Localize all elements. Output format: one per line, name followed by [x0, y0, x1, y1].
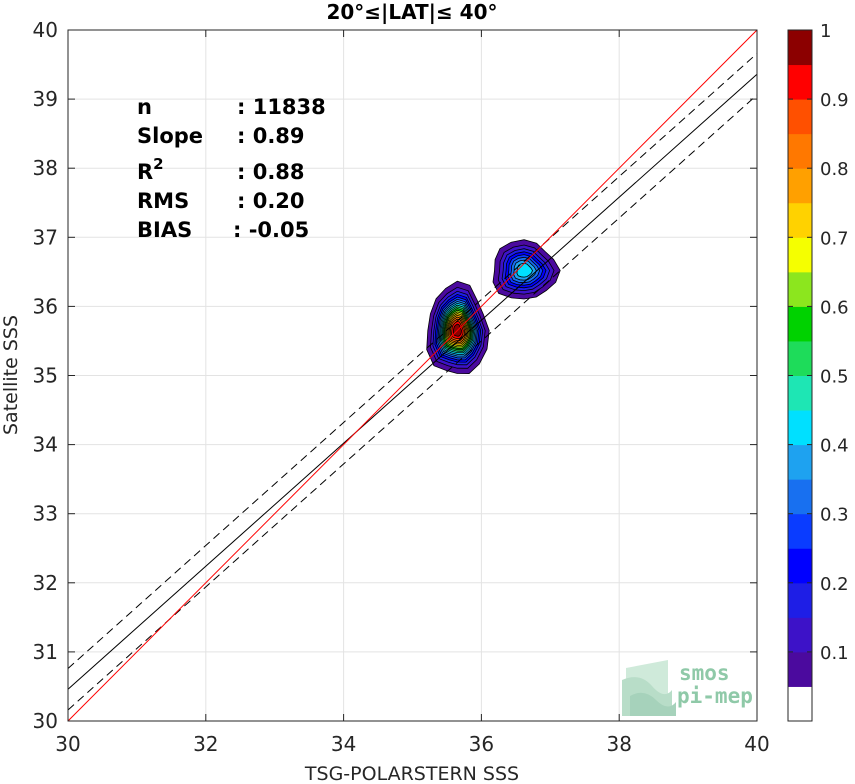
colorbar-segment: [788, 168, 812, 204]
x-tick-label: 38: [606, 732, 631, 756]
y-tick-label: 35: [33, 364, 58, 388]
y-tick-label: 34: [33, 433, 58, 457]
colorbar-segment: [788, 375, 812, 411]
colorbar-tick-label: 0.9: [820, 90, 849, 111]
stat-r2-superscript: 2: [153, 155, 163, 173]
colorbar-tick-label: 0.4: [820, 436, 849, 457]
y-tick-label: 39: [33, 87, 58, 111]
stat-n-value: : 11838: [237, 95, 326, 119]
colorbar-tick-label: 0.3: [820, 505, 849, 526]
y-tick-label: 36: [33, 294, 58, 318]
y-axis-label: Satellite SSS: [0, 315, 22, 435]
colorbar-segment: [788, 617, 812, 653]
y-tick-label: 37: [33, 225, 58, 249]
y-tick-label: 32: [33, 571, 58, 595]
colorbar-segment: [788, 479, 812, 515]
watermark-line2: pi-mep: [677, 684, 753, 708]
x-tick-label: 32: [193, 732, 218, 756]
colorbar-ticks: 0.1 0.2 0.3 0.4 0.5 0.6 0.7 0.8 0.9 1: [788, 21, 849, 664]
stat-slope-value: : 0.89: [237, 124, 305, 148]
stat-n-label: n: [137, 95, 152, 119]
x-axis-ticks: 30 32 34 36 38 40: [55, 30, 770, 756]
y-tick-label: 31: [33, 640, 58, 664]
stat-rms-value: : 0.20: [237, 189, 305, 213]
density-contours: [426, 239, 561, 375]
colorbar-segment: [788, 99, 812, 135]
colorbar-tick-label: 0.1: [820, 643, 849, 664]
colorbar-tick-label: 0.7: [820, 228, 849, 249]
stat-slope-label: Slope: [137, 124, 203, 148]
colorbar-segment: [788, 410, 812, 446]
colorbar-segment: [788, 64, 812, 100]
x-tick-label: 36: [469, 732, 494, 756]
colorbar: [788, 30, 812, 722]
y-axis-ticks: 30 31 32 33 34 35 36 37 38 39 40: [33, 18, 757, 733]
fit-confidence-line: [67, 53, 758, 669]
regression-lines: [67, 29, 758, 722]
fit-line: [67, 73, 758, 690]
colorbar-tick-label: 1: [820, 21, 831, 42]
colorbar-tick-label: 0.2: [820, 574, 849, 595]
colorbar-segment: [788, 133, 812, 169]
colorbar-tick-label: 0.6: [820, 297, 849, 318]
y-tick-label: 38: [33, 156, 58, 180]
y-tick-label: 40: [33, 18, 58, 42]
stat-rms-label: RMS: [137, 189, 189, 213]
x-tick-label: 34: [331, 732, 356, 756]
x-tick-label: 40: [744, 732, 769, 756]
colorbar-segment: [788, 582, 812, 618]
colorbar-segment: [788, 651, 812, 687]
chart-title: 20°≤|LAT|≤ 40°: [326, 0, 497, 24]
colorbar-tick-label: 0.5: [820, 367, 849, 388]
fit-confidence-line: [67, 94, 758, 711]
colorbar-segment: [788, 513, 812, 549]
stat-r2-value: : 0.88: [237, 160, 305, 184]
colorbar-tick-label: 0.8: [820, 159, 849, 180]
colorbar-segment: [788, 30, 812, 66]
stat-r2-label: R2: [137, 155, 164, 184]
colorbar-segment: [788, 686, 812, 722]
watermark-line1: smos: [679, 661, 730, 685]
x-axis-label: TSG-POLARSTERN SSS: [304, 763, 519, 784]
colorbar-segment: [788, 271, 812, 307]
colorbar-segment: [788, 237, 812, 273]
y-tick-label: 30: [33, 709, 58, 733]
colorbar-segment: [788, 340, 812, 376]
colorbar-segment: [788, 306, 812, 342]
x-tick-label: 30: [55, 732, 80, 756]
stat-r2-letter: R: [137, 160, 153, 184]
stats-annotation: n : 11838 Slope : 0.89 R2 : 0.88 RMS : 0…: [137, 95, 326, 242]
colorbar-segment: [788, 202, 812, 238]
colorbar-segment: [788, 548, 812, 584]
logo-waves-icon: [622, 660, 676, 716]
stat-bias-value: : -0.05: [233, 218, 309, 242]
identity-line: [67, 29, 758, 722]
y-tick-label: 33: [33, 502, 58, 526]
colorbar-segment: [788, 444, 812, 480]
stat-bias-label: BIAS: [137, 218, 192, 242]
watermark-logo: smos pi-mep: [622, 660, 753, 716]
